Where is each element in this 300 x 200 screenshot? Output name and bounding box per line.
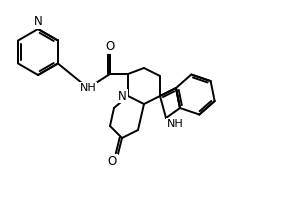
- Text: NH: NH: [167, 119, 184, 129]
- Text: N: N: [34, 15, 42, 28]
- Text: O: O: [105, 40, 115, 53]
- Text: N: N: [118, 90, 127, 102]
- Text: NH: NH: [80, 83, 96, 93]
- Text: O: O: [108, 155, 117, 168]
